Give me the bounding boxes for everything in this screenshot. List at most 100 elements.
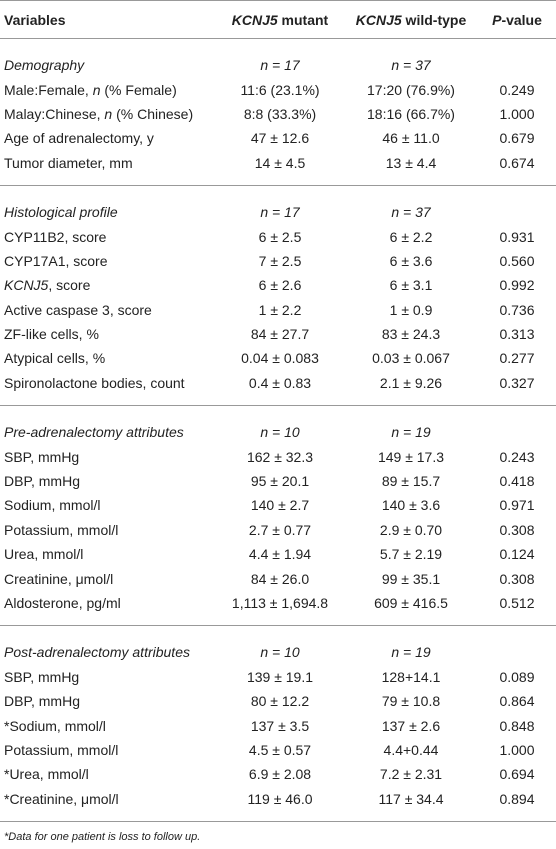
p-value: 0.992	[499, 277, 535, 294]
italic-part: n	[92, 81, 101, 98]
p-value: 1.000	[499, 741, 535, 758]
column-header: Variables	[0, 0, 216, 39]
mutant-value: 139 ± 19.1	[246, 668, 314, 685]
variable: *Sodium, mmol/l	[4, 717, 106, 734]
mutant-value: 11:6 (23.1%)	[240, 81, 320, 98]
text-part: (% Female)	[100, 81, 177, 98]
p-value: 0.418	[499, 473, 535, 490]
mutant-value: 14 ± 4.5	[254, 154, 306, 171]
p-value: 0.848	[499, 717, 535, 734]
section-header-row: Post-adrenalectomy attributes n = 10 n = 1…	[0, 625, 556, 665]
variable: Aldosterone, pg/ml	[4, 595, 121, 611]
variable: Potassium, mmol/l	[4, 741, 119, 758]
variable: Male:Female, n (% Female)	[0, 77, 216, 101]
empty-cell	[478, 39, 556, 78]
variable: KCNJ5, score	[0, 273, 216, 297]
section: Demography n = 17 n = 37 Male:Female, n (% …	[0, 39, 556, 186]
text-part: Male:Female,	[4, 81, 93, 98]
p-value: 0.864	[499, 693, 535, 710]
p-value: 0.736	[499, 301, 535, 318]
column-header: KCNJ5 mutant	[216, 0, 344, 39]
data-row: Potassium, mmol/l 4.5 ± 0.57 4.4+0.44 1.000	[0, 738, 556, 762]
p-value: 0.308	[499, 521, 535, 538]
text-part: wild-type	[401, 11, 467, 28]
header-row: Variables KCNJ5 mutant KCNJ5 wild-type P-va…	[0, 0, 556, 39]
wild-value: 89 ± 15.7	[381, 473, 441, 490]
text-part: (% Chinese)	[112, 105, 194, 122]
section-title: Pre-adrenalectomy attributes	[0, 405, 216, 445]
variable: Spironolactone bodies, count	[4, 374, 185, 391]
p-value: 0.124	[499, 546, 535, 563]
data-row: *Creatinine, μmol/l 119 ± 46.0 117 ± 34.4 0…	[0, 787, 556, 822]
variable: *Urea, mmol/l	[4, 766, 89, 783]
variable: Urea, mmol/l	[4, 546, 84, 563]
data-row: KCNJ5, score 6 ± 2.6 6 ± 3.1 0.992	[0, 273, 556, 297]
p-value: 0.313	[499, 326, 535, 343]
variable: Tumor diameter, mm	[4, 154, 133, 171]
p-value: 0.277	[499, 350, 535, 367]
p-value: 0.308	[499, 570, 535, 587]
variable: CYP17A1, score	[4, 252, 108, 269]
wild-value: 46 ± 11.0	[382, 130, 440, 147]
n-wild: n = 37	[391, 57, 431, 74]
italic-part: KCNJ5	[355, 11, 402, 28]
p-value: 1.000	[499, 105, 535, 122]
data-row: Potassium, mmol/l 2.7 ± 0.77 2.9 ± 0.70 0.3…	[0, 518, 556, 542]
mutant-value: 80 ± 12.2	[250, 693, 310, 710]
variable: SBP, mmHg	[4, 448, 80, 465]
wild-value: 13 ± 4.4	[385, 154, 437, 171]
wild-value: 6 ± 3.1	[389, 277, 433, 294]
n-mutant: n = 17	[260, 57, 300, 74]
data-row: DBP, mmHg 95 ± 20.1 89 ± 15.7 0.418	[0, 469, 556, 493]
empty-cell	[478, 405, 556, 445]
wild-value: 6 ± 2.2	[389, 228, 433, 245]
section-header-row: Demography n = 17 n = 37	[0, 39, 556, 78]
mutant-value: 1,113 ± 1,694.8	[231, 595, 329, 611]
wild-value: 0.03 ± 0.067	[372, 350, 450, 367]
data-row: *Sodium, mmol/l 137 ± 3.5 137 ± 2.6 0.848	[0, 713, 556, 737]
wild-value: 79 ± 10.8	[381, 693, 441, 710]
empty-cell	[478, 625, 556, 665]
n-wild: n = 37	[344, 184, 478, 225]
section: Pre-adrenalectomy attributes n = 10 n = 19…	[0, 405, 556, 626]
p-value: 0.674	[499, 154, 535, 171]
p-value: 0.512	[499, 595, 535, 611]
data-row: CYP17A1, score 7 ± 2.5 6 ± 3.6 0.560	[0, 249, 556, 273]
variable: Active caspase 3, score	[4, 301, 152, 318]
text-part: mutant	[277, 11, 329, 28]
wild-value: 2.9 ± 0.70	[379, 521, 443, 538]
wild-value: 117 ± 34.4	[378, 790, 444, 807]
mutant-value: 137 ± 3.5	[250, 717, 310, 734]
text-part: Malay:Chinese,	[4, 105, 105, 122]
mutant-value: 95 ± 20.1	[250, 473, 310, 490]
mutant-value: 4.5 ± 0.57	[248, 741, 312, 758]
p-value: 0.560	[499, 252, 535, 269]
wild-value: 609 ± 416.5	[374, 595, 448, 611]
mutant-value: 0.04 ± 0.083	[241, 350, 319, 367]
data-row: Malay:Chinese, n (% Chinese) 8:8 (33.3%) 1…	[0, 102, 556, 126]
p-value: 0.971	[499, 497, 535, 514]
data-row: ZF-like cells, % 84 ± 27.7 83 ± 24.3 0.313	[0, 322, 556, 346]
data-row: Male:Female, n (% Female) 11:6 (23.1%) 17:…	[0, 77, 556, 101]
mutant-value: 84 ± 26.0	[250, 570, 310, 587]
data-row: SBP, mmHg 162 ± 32.3 149 ± 17.3 0.243	[0, 444, 556, 468]
data-row: *Urea, mmol/l 6.9 ± 2.08 7.2 ± 2.31 0.694	[0, 762, 556, 786]
section-title: Post-adrenalectomy attributes	[0, 625, 216, 665]
variable: *Creatinine, μmol/l	[4, 790, 119, 807]
mutant-value: 8:8 (33.3%)	[243, 105, 317, 122]
mutant-value: 4.4 ± 1.94	[248, 546, 312, 563]
data-row: Spironolactone bodies, count 0.4 ± 0.83 2.…	[0, 371, 556, 406]
data-row: Tumor diameter, mm 14 ± 4.5 13 ± 4.4 0.674	[0, 151, 556, 186]
data-row: Age of adrenalectomy, y 47 ± 12.6 46 ± 11.…	[0, 126, 556, 150]
n-wild: n = 19	[344, 405, 478, 445]
wild-value: 5.7 ± 2.19	[379, 546, 443, 563]
n-mutant: n = 17	[216, 184, 344, 225]
p-value: 0.694	[499, 766, 535, 783]
data-row: CYP11B2, score 6 ± 2.5 6 ± 2.2 0.931	[0, 224, 556, 248]
column-header: P-value	[478, 0, 556, 39]
empty-cell	[478, 184, 556, 225]
mutant-value: 47 ± 12.6	[250, 130, 310, 147]
section: Histological profile n = 17 n = 37 CYP11B2,…	[0, 184, 556, 406]
section-title: Histological profile	[0, 184, 216, 225]
